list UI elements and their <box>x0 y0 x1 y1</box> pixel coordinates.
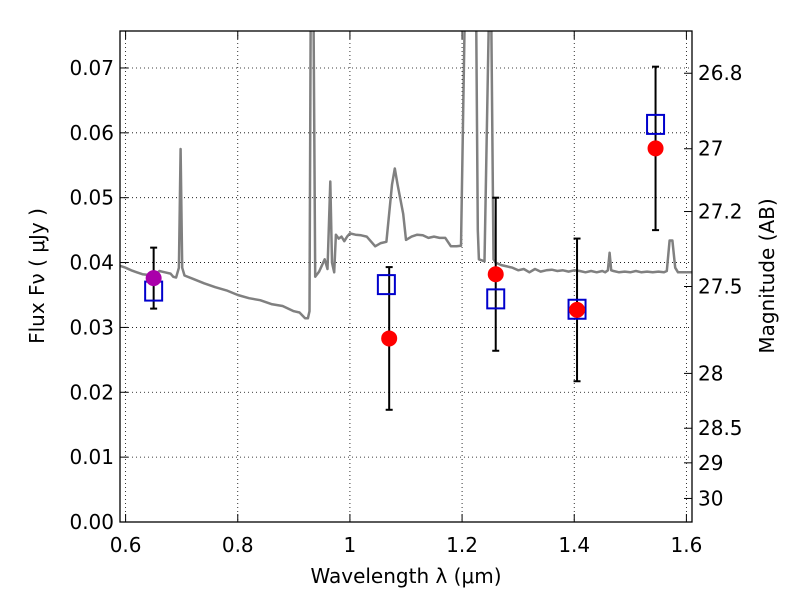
x-tick-label: 1 <box>344 533 357 557</box>
observed-flux-point <box>381 330 398 347</box>
model-square-marker <box>486 288 506 310</box>
mag-tick-label: 28 <box>698 361 723 385</box>
model-square-marker <box>376 274 396 296</box>
x-tick-label: 0.6 <box>110 533 142 557</box>
y-axis-label: Flux Fν ( μJy ) <box>25 208 49 344</box>
observed-flux-point <box>487 266 504 283</box>
y-tick-label: 0.01 <box>69 445 114 469</box>
data-markers <box>144 113 666 347</box>
plot-frame <box>119 30 693 523</box>
y-tick-label: 0.03 <box>69 315 114 339</box>
y2-axis-label: Magnitude (AB) <box>755 198 779 353</box>
observed-flux-point <box>647 140 664 157</box>
axis-ticks: 0.6 0.8 1 1.2 1.4 1.6 0.00 0.01 0.02 0.03 0.04 0.05… <box>69 31 743 557</box>
model-square-marker <box>646 113 666 135</box>
x-tick-label: 1.4 <box>558 533 590 557</box>
observed-flux-point <box>145 270 162 287</box>
x-tick-label: 1.2 <box>446 533 478 557</box>
mag-tick-label: 26.8 <box>698 61 743 85</box>
y-tick-label: 0.07 <box>69 56 114 80</box>
y-tick-label: 0.05 <box>69 186 114 210</box>
y-tick-label: 0.00 <box>69 510 114 534</box>
mag-tick-label: 27.2 <box>698 200 743 224</box>
grid-lines <box>120 31 692 523</box>
model-spectrum <box>120 31 692 320</box>
x-tick-label: 1.6 <box>670 533 702 557</box>
mag-tick-label: 30 <box>698 486 723 510</box>
mag-tick-label: 27.5 <box>698 274 743 298</box>
mag-tick-label: 28.5 <box>698 416 743 440</box>
y-tick-label: 0.02 <box>69 380 114 404</box>
mag-tick-label: 29 <box>698 451 723 475</box>
x-tick-label: 0.8 <box>222 533 254 557</box>
observed-flux-point <box>569 301 586 318</box>
mag-tick-label: 27 <box>698 137 723 161</box>
spectrum-line <box>120 31 692 320</box>
y-tick-label: 0.04 <box>69 251 114 275</box>
model-square-marker <box>567 298 587 320</box>
y-tick-label: 0.06 <box>69 121 114 145</box>
x-axis-label: Wavelength λ (μm) <box>310 564 501 588</box>
